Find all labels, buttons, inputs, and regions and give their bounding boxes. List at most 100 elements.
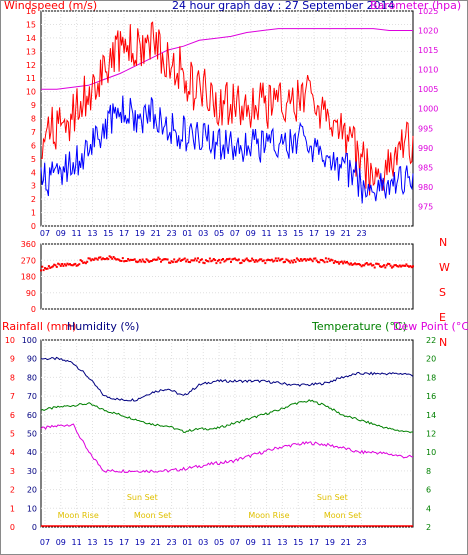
- direction-point: [394, 264, 397, 267]
- direction-point: [66, 262, 69, 265]
- direction-point: [314, 257, 317, 260]
- direction-point: [244, 258, 247, 261]
- direction-point: [318, 261, 321, 264]
- temperature-y-tick: 4: [426, 504, 431, 513]
- direction-point: [75, 264, 78, 267]
- direction-point: [281, 257, 284, 260]
- direction-point: [230, 260, 232, 263]
- wind-y-tick: 16: [26, 7, 36, 16]
- compass-letter: S: [439, 286, 446, 299]
- direction-point: [401, 264, 404, 267]
- direction-point: [107, 258, 110, 261]
- direction-point: [216, 259, 219, 262]
- barometer-y-tick: 990: [418, 144, 433, 153]
- direction-point: [160, 260, 162, 263]
- barometer-y-tick: 1025: [418, 7, 438, 16]
- direction-point: [359, 263, 362, 266]
- direction-point: [297, 258, 300, 261]
- direction-point: [90, 259, 93, 262]
- direction-point: [183, 257, 186, 260]
- direction-point: [165, 258, 168, 261]
- direction-point: [239, 262, 242, 265]
- wind-x-tick: 19: [325, 229, 335, 238]
- direction-point: [278, 259, 281, 262]
- direction-point: [57, 262, 60, 265]
- temperature-label: Temperature (°C): [311, 320, 407, 333]
- rain-y-tick: 9: [10, 355, 15, 364]
- humidity-y-tick: 50: [27, 430, 37, 439]
- temp-x-tick: 03: [198, 538, 208, 547]
- direction-point: [178, 257, 181, 260]
- direction-point: [288, 260, 290, 263]
- direction-point: [294, 260, 297, 263]
- direction-point: [365, 262, 368, 264]
- direction-point: [383, 264, 385, 267]
- direction-point: [251, 257, 254, 260]
- direction-point: [377, 263, 380, 266]
- rain-y-tick: 5: [10, 430, 15, 439]
- temp-grid: [41, 339, 413, 528]
- direction-point: [142, 260, 145, 263]
- direction-point: [50, 266, 53, 269]
- direction-point: [144, 261, 147, 264]
- direction-point: [347, 262, 350, 265]
- temp-x-tick: 17: [119, 538, 129, 547]
- direction-point: [200, 258, 203, 261]
- humidity-y-tick: 80: [27, 373, 37, 382]
- wind-y-tick: 2: [31, 195, 36, 204]
- direction-point: [195, 259, 198, 262]
- direction-point: [301, 259, 304, 262]
- rain-y-tick: 8: [10, 373, 15, 382]
- direction-point: [104, 258, 107, 261]
- direction-point: [286, 259, 289, 262]
- barometer-y-tick: 1020: [418, 27, 438, 36]
- temp-x-tick: 13: [87, 538, 97, 547]
- direction-point: [197, 257, 199, 260]
- direction-point: [380, 265, 383, 268]
- direction-point: [371, 264, 374, 267]
- direction-point: [117, 258, 120, 261]
- direction-point: [303, 258, 306, 260]
- direction-point: [323, 261, 326, 264]
- direction-point: [109, 256, 112, 259]
- rain-y-ticks: 0 1 2 3 4 5 6 7 8 9 10: [5, 336, 15, 532]
- barometer-line: [41, 28, 413, 90]
- temp-x-tick: 21: [341, 538, 351, 547]
- temp-x-tick: 13: [277, 538, 287, 547]
- direction-point: [237, 258, 240, 261]
- direction-point: [243, 260, 246, 263]
- direction-point: [67, 263, 70, 266]
- direction-point: [245, 257, 248, 260]
- direction-point: [332, 261, 335, 264]
- direction-points: [40, 255, 414, 272]
- direction-point: [379, 265, 381, 268]
- direction-point: [231, 258, 234, 261]
- direction-point: [54, 264, 57, 267]
- event-label: Moon Set: [324, 511, 361, 520]
- direction-point: [236, 259, 239, 262]
- direction-point: [161, 259, 164, 262]
- temp-x-tick: 09: [246, 538, 256, 547]
- direction-point: [185, 260, 188, 263]
- direction-point: [393, 264, 396, 267]
- direction-point: [363, 264, 366, 267]
- event-label: Sun Set: [317, 493, 348, 502]
- direction-point: [146, 259, 149, 262]
- direction-y-ticks: 0 90 180 270 360: [21, 240, 36, 314]
- humidity-y-tick: 30: [27, 467, 37, 476]
- compass-letter: N: [439, 236, 447, 249]
- wind-y-tick: 6: [31, 141, 36, 150]
- direction-point: [158, 258, 161, 260]
- direction-point: [241, 259, 244, 262]
- wind-y-tick: 1: [31, 209, 36, 218]
- direction-point: [80, 260, 83, 263]
- wind-x-tick: 07: [40, 229, 50, 238]
- wind-y-tick: 4: [31, 168, 36, 177]
- wind-y-tick: 0: [31, 222, 36, 231]
- direction-point: [206, 260, 209, 262]
- temp-x-tick: 15: [293, 538, 303, 547]
- dewpoint-line: [40, 423, 414, 474]
- temp-x-tick: 09: [56, 538, 66, 547]
- temp-x-tick: 19: [135, 538, 145, 547]
